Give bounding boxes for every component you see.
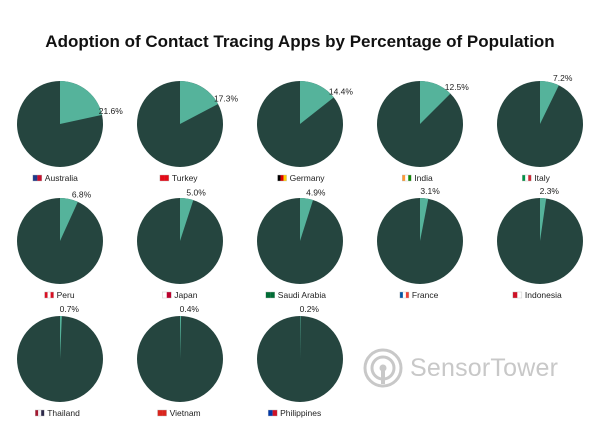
country-label: Thailand — [47, 408, 80, 418]
pie-adopted-slice — [540, 81, 559, 124]
country-label: India — [414, 173, 433, 183]
pie-adopted-slice — [60, 81, 103, 124]
country-label: France — [412, 290, 439, 300]
pie-turkey: 17.3% Turkey — [137, 81, 238, 183]
percentage-label: 12.5% — [445, 82, 470, 92]
percentage-label: 3.1% — [420, 186, 440, 196]
pie-adopted-slice — [300, 81, 334, 124]
percentage-label: 4.9% — [306, 187, 326, 197]
percentage-label: 17.3% — [214, 94, 239, 104]
country-label: Turkey — [172, 173, 198, 183]
pie-adopted-slice — [180, 315, 182, 359]
pie-peru: 6.8% Peru — [17, 189, 103, 300]
percentage-label: 14.4% — [329, 86, 354, 96]
percentage-label: 0.4% — [180, 304, 200, 314]
pie-adopted-slice — [60, 315, 62, 359]
country-label: Japan — [174, 290, 197, 300]
country-label: Saudi Arabia — [278, 290, 326, 300]
percentage-label: 21.6% — [99, 106, 124, 116]
percentage-label: 0.2% — [300, 304, 320, 314]
flag-icon — [35, 409, 45, 417]
pie-adopted-slice — [420, 198, 429, 241]
country-label: Germany — [290, 173, 326, 183]
pie-germany: 14.4% Germany — [257, 81, 353, 183]
watermark: SensorTower — [362, 347, 558, 389]
flag-icon — [277, 174, 287, 182]
pie-adopted-slice — [300, 315, 301, 359]
pie-japan: 5.0% Japan — [137, 187, 223, 300]
country-label: Indonesia — [525, 290, 562, 300]
pie-adopted-slice — [180, 81, 219, 124]
country-label: Australia — [45, 173, 78, 183]
flag-icon — [522, 174, 532, 182]
flag-icon — [44, 291, 54, 299]
country-label: Vietnam — [170, 408, 201, 418]
flag-icon — [157, 409, 167, 417]
pie-adopted-slice — [180, 197, 194, 241]
flag-icon — [399, 291, 410, 299]
percentage-label: 5.0% — [186, 187, 206, 197]
country-label: Philippines — [280, 408, 321, 418]
pie-italy: 7.2% Italy — [497, 73, 583, 183]
pie-adopted-slice — [540, 198, 547, 241]
flag-icon — [402, 174, 412, 182]
flag-icon — [512, 291, 523, 299]
flag-icon — [162, 291, 172, 299]
percentage-label: 0.7% — [60, 304, 80, 314]
percentage-label: 2.3% — [540, 186, 560, 196]
percentage-label: 6.8% — [72, 189, 92, 199]
chart-title: Adoption of Contact Tracing Apps by Perc… — [45, 32, 555, 51]
pie-australia: 21.6% Australia — [17, 81, 123, 183]
sensor-tower-logo-icon — [363, 348, 403, 388]
country-label: Italy — [534, 173, 550, 183]
pie-saudi-arabia: 4.9% Saudi Arabia — [257, 187, 343, 300]
pie-adopted-slice — [420, 81, 451, 124]
pie-indonesia: 2.3% Indonesia — [497, 186, 583, 300]
percentage-label: 7.2% — [553, 73, 573, 83]
flag-icon — [267, 409, 278, 417]
pie-india: 12.5% India — [377, 81, 469, 183]
flag-icon — [32, 174, 43, 182]
country-label: Peru — [57, 290, 75, 300]
pie-vietnam: 0.4% Vietnam — [137, 304, 223, 418]
flag-icon — [265, 291, 275, 299]
pie-thailand: 0.7% Thailand — [17, 304, 103, 418]
pie-adopted-slice — [60, 198, 78, 241]
flag-icon — [159, 174, 170, 182]
watermark-text: SensorTower — [410, 353, 559, 382]
pie-philippines: 0.2% Philippines — [257, 304, 343, 418]
pie-france: 3.1% France — [377, 186, 463, 300]
pie-adopted-slice — [300, 198, 314, 241]
